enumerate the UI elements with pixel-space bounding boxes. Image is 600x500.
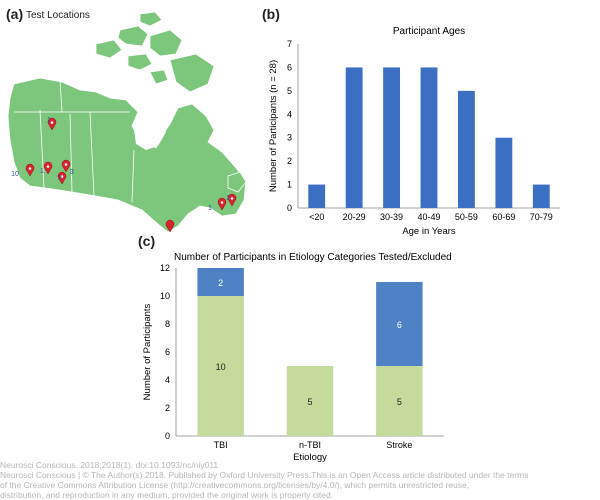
- arctic-island: [139, 11, 163, 27]
- bar-segment-tested: [376, 366, 423, 436]
- province-borders: [14, 79, 135, 203]
- map-marker-pin: [25, 163, 35, 177]
- map-marker-label: 10: [11, 171, 19, 178]
- map-marker-label: 2: [58, 175, 62, 182]
- x-tick-label: TBI: [214, 440, 228, 450]
- y-tick-label: 10: [160, 291, 170, 301]
- bar: [308, 184, 326, 208]
- panel-label-a: (a): [6, 6, 24, 22]
- bar-segment-excluded: [197, 268, 244, 296]
- map-marker-pin: [61, 159, 71, 173]
- map-marker-label: 1: [47, 117, 51, 124]
- map-marker-pin: [165, 219, 175, 233]
- y-axis-label: Number of Participants: [142, 303, 153, 400]
- footer-license-2: of the Creative Commons Attribution Lice…: [0, 480, 470, 490]
- footer-license-3: distribution, and reproduction in any me…: [0, 490, 334, 500]
- y-tick-label: 7: [287, 39, 292, 49]
- chart-c-title: Number of Participants in Etiology Categ…: [174, 252, 452, 263]
- bar: [495, 137, 513, 208]
- canada-map: 1 10 1 3 2 1 1: [7, 11, 247, 233]
- y-tick-label: 2: [287, 156, 292, 166]
- y-tick-label: 1: [287, 180, 292, 190]
- map-marker-dot: [46, 165, 50, 168]
- bar-data-label: 5: [397, 397, 402, 407]
- map-marker-label: 3: [70, 169, 74, 176]
- map-marker-pin: [227, 193, 237, 207]
- map-marker-label: 1: [40, 168, 44, 175]
- bar-segment-tested: [197, 296, 244, 436]
- y-tick-label: 4: [165, 375, 170, 385]
- map-marker-label: 1: [208, 205, 212, 212]
- arctic-island: [169, 53, 215, 93]
- map-marker-pin: [43, 161, 53, 175]
- bar-segment-excluded: [376, 282, 423, 366]
- y-tick-label: 12: [160, 263, 170, 273]
- x-tick-label: 30-39: [380, 212, 403, 222]
- y-tick-label: 6: [287, 62, 292, 72]
- footer-license-1: Neurosci Conscious | © The Author(s) 201…: [0, 470, 529, 480]
- map-marker-dot: [220, 201, 224, 204]
- x-tick-label: 70-79: [530, 212, 553, 222]
- map-marker-dot: [64, 163, 68, 166]
- y-axis-label: Number of Participants (n = 28): [268, 60, 279, 192]
- y-tick-label: 8: [165, 319, 170, 329]
- arctic-island: [149, 69, 169, 85]
- x-axis-label: Etiology: [293, 452, 327, 463]
- bar: [345, 67, 363, 208]
- map-title: Test Locations: [26, 10, 90, 21]
- bar: [420, 67, 438, 208]
- bar-data-label: 6: [397, 320, 402, 330]
- y-tick-label: 0: [287, 203, 292, 213]
- newfoundland: [227, 171, 247, 193]
- map-marker-dot: [230, 197, 234, 200]
- y-tick-label: 3: [287, 133, 292, 143]
- y-tick-label: 5: [287, 86, 292, 96]
- bar-segment-tested: [286, 366, 334, 436]
- arctic-island: [149, 29, 183, 57]
- x-tick-label: n-TBI: [299, 440, 321, 450]
- bar-data-label: 5: [307, 397, 312, 407]
- map-marker-pin: [217, 197, 227, 211]
- map-landmass: [7, 11, 247, 233]
- x-tick-label: Stroke: [386, 440, 412, 450]
- y-tick-label: 2: [165, 403, 170, 413]
- bar-data-label: 10: [216, 362, 226, 372]
- map-marker-pin: [47, 117, 57, 131]
- bar-data-label: 2: [218, 278, 223, 288]
- y-tick-label: 4: [287, 109, 292, 119]
- hudson-bay: [134, 118, 166, 150]
- arctic-island: [95, 39, 123, 59]
- bar: [383, 67, 400, 208]
- chart-b-title: Participant Ages: [393, 26, 465, 37]
- map-marker-dot: [28, 167, 32, 170]
- footer-citation: Neurosci Conscious. 2018;2018(1). doi:10…: [0, 460, 219, 470]
- mainland: [7, 77, 247, 233]
- x-tick-label: 50-59: [455, 212, 478, 222]
- map-panel: Test Locations 1 10 1 3 2 1 1: [0, 0, 260, 250]
- x-tick-label: 60-69: [492, 212, 515, 222]
- bar: [458, 90, 475, 208]
- y-tick-label: 0: [165, 431, 170, 441]
- x-tick-label: 40-49: [417, 212, 440, 222]
- map-marker-pin: [57, 171, 67, 185]
- panel-label-b: (b): [262, 6, 280, 22]
- bar: [532, 184, 550, 208]
- x-tick-label: 20-29: [343, 212, 366, 222]
- arctic-island: [117, 25, 149, 47]
- map-marker-label: 1: [226, 195, 230, 202]
- chart-etiology: Number of Participants in Etiology Categ…: [142, 252, 452, 463]
- arctic-island: [127, 53, 153, 71]
- map-marker-dot: [60, 175, 64, 178]
- panel-label-c: (c): [138, 233, 156, 249]
- chart-participant-ages: Participant Ages 0 1 2 3 4 5 6 7 <20 20-29 30-39 40-…: [268, 26, 560, 237]
- y-tick-label: 6: [165, 347, 170, 357]
- x-tick-label: <20: [309, 212, 324, 222]
- map-marker-dot: [50, 121, 54, 124]
- x-axis-label: Age in Years: [402, 226, 456, 237]
